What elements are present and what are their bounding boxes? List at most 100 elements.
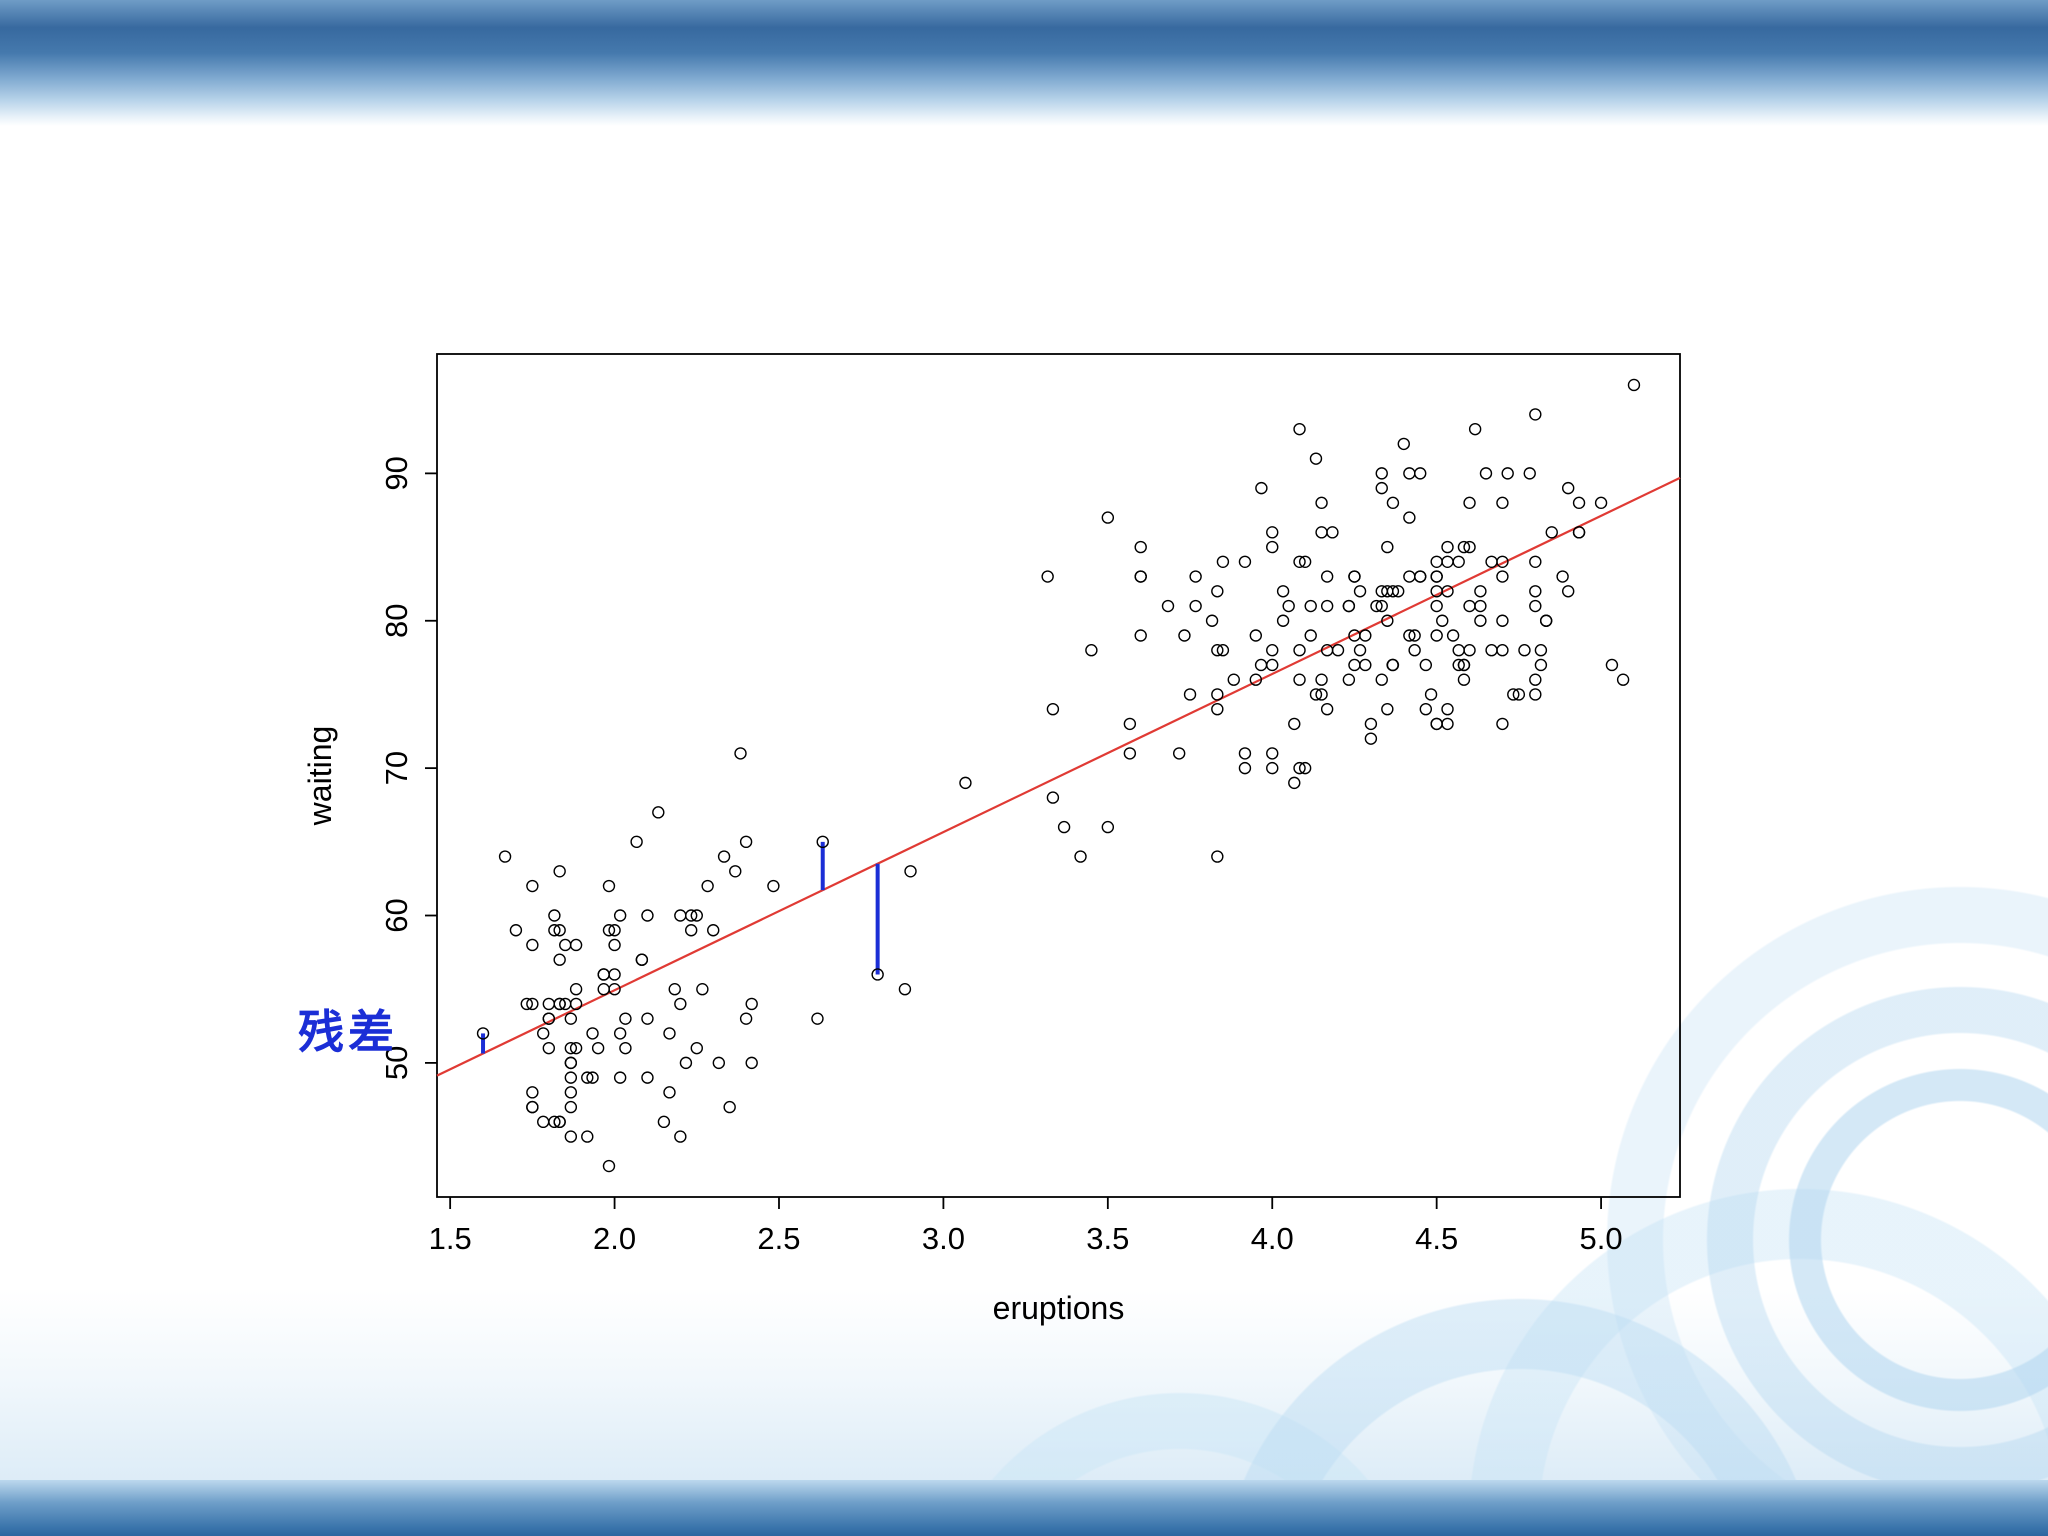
x-tick-label: 2.5 [757, 1221, 800, 1256]
data-point [1189, 570, 1202, 583]
data-point [564, 1100, 578, 1114]
data-point [1474, 585, 1487, 598]
data-point [564, 1056, 578, 1070]
data-point [674, 997, 687, 1011]
data-point [1397, 437, 1410, 451]
data-point [564, 1071, 578, 1084]
x-axis-label: eruptions [993, 1290, 1125, 1326]
data-point [1359, 658, 1372, 672]
x-tick-label: 1.5 [429, 1221, 472, 1256]
x-tick-label: 2.0 [593, 1221, 636, 1256]
data-point [1266, 658, 1279, 672]
data-point [1479, 467, 1493, 480]
data-point [729, 865, 742, 878]
data-point [613, 1027, 627, 1040]
data-point [1304, 629, 1317, 642]
data-point [734, 747, 747, 760]
data-point [1446, 629, 1460, 642]
data-point [1331, 644, 1345, 657]
data-point [1430, 570, 1443, 583]
data-point [1255, 481, 1268, 495]
data-point [597, 982, 610, 996]
data-point [1364, 732, 1378, 745]
y-tick-label: 80 [379, 604, 414, 638]
data-point [1529, 408, 1542, 421]
y-tick-label: 60 [379, 898, 414, 932]
data-point [1496, 644, 1509, 657]
x-axis: 1.5 2.0 2.5 3.0 3.5 4.0 4.5 5.0 [429, 1197, 1623, 1256]
data-point [1496, 614, 1509, 627]
data-point [1529, 599, 1542, 613]
data-point [1545, 526, 1558, 539]
data-point [1123, 747, 1137, 760]
data-point [1046, 702, 1060, 716]
data-point [608, 938, 621, 952]
data-point [1463, 496, 1476, 510]
data-point [1529, 555, 1542, 569]
data-point [1523, 467, 1536, 480]
data-point [1293, 422, 1306, 436]
data-point [1474, 599, 1487, 613]
data-point [553, 953, 566, 966]
data-point [959, 776, 972, 790]
data-point [1101, 820, 1115, 834]
x-tick-label: 3.0 [922, 1221, 965, 1256]
data-point [1501, 467, 1514, 480]
data-point [1353, 585, 1367, 598]
data-point [1594, 496, 1608, 510]
data-point [657, 1115, 671, 1129]
x-tick-label: 4.0 [1251, 1221, 1294, 1256]
data-point [1172, 747, 1186, 760]
data-point [1518, 644, 1531, 657]
data-point [1266, 761, 1279, 775]
data-point [1238, 555, 1252, 569]
data-point [1463, 599, 1476, 613]
data-point [1216, 555, 1230, 569]
data-point [1359, 629, 1372, 642]
data-point [1627, 378, 1641, 392]
data-point [904, 865, 917, 878]
data-point [663, 1027, 676, 1040]
data-point [1529, 688, 1542, 701]
data-point [679, 1056, 693, 1070]
data-point [1238, 747, 1252, 760]
data-point [1211, 585, 1224, 598]
data-point [619, 1012, 632, 1025]
data-point [1441, 540, 1454, 554]
data-point [1101, 511, 1115, 524]
data-point [1134, 570, 1147, 583]
y-tick-label: 90 [379, 456, 414, 490]
data-point [684, 924, 698, 937]
data-point [1074, 850, 1087, 863]
data-point [537, 1027, 550, 1040]
data-point [1496, 496, 1509, 510]
data-point [1430, 555, 1443, 569]
data-point [1436, 614, 1449, 627]
data-point [1315, 526, 1328, 539]
data-point [641, 909, 654, 922]
data-point [1266, 644, 1279, 657]
data-point [526, 879, 539, 893]
data-point [1178, 629, 1191, 642]
x-tick-label: 3.5 [1086, 1221, 1129, 1256]
data-point [723, 1100, 736, 1114]
data-point [1320, 570, 1334, 583]
residual-annotation: 残差 [298, 1006, 398, 1058]
data-point [1572, 526, 1586, 539]
data-point [1293, 673, 1306, 686]
data-point [526, 1100, 539, 1114]
data-point [1485, 644, 1498, 657]
data-point [1282, 599, 1295, 613]
data-point [1534, 658, 1548, 672]
data-point [1134, 629, 1147, 642]
scatter-points [476, 378, 1641, 1173]
data-point [526, 938, 539, 952]
data-point [1364, 717, 1378, 731]
data-point [1057, 820, 1071, 834]
data-point [591, 1041, 605, 1055]
data-point [1496, 717, 1509, 731]
data-point [1227, 673, 1240, 686]
residual-segments [481, 841, 880, 1054]
data-point [1315, 496, 1328, 510]
